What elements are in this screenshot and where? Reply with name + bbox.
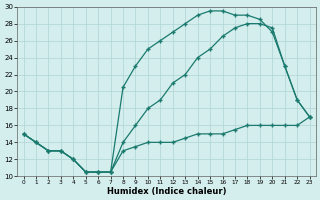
X-axis label: Humidex (Indice chaleur): Humidex (Indice chaleur) xyxy=(107,187,226,196)
